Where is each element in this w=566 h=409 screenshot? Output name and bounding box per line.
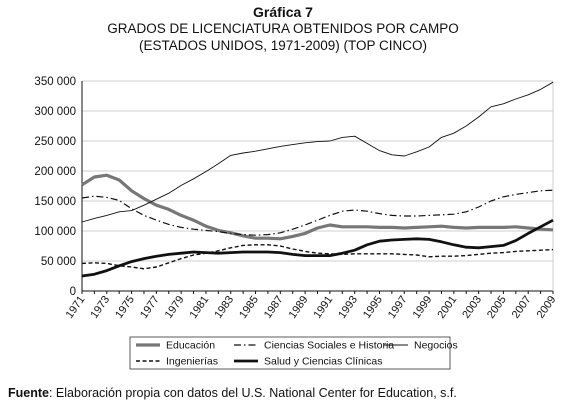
y-tick-label: 350 000 — [34, 76, 76, 88]
y-tick-label: 300 000 — [34, 106, 76, 118]
x-tick-label: 2009 — [535, 294, 559, 321]
x-tick-label: 1999 — [411, 294, 435, 321]
legend-label: Negocios — [414, 340, 458, 352]
x-tick-label: 1987 — [262, 294, 286, 321]
legend-box — [129, 336, 451, 370]
x-tick-label: 1989 — [287, 294, 311, 321]
gridlines — [81, 80, 554, 292]
y-axis-tick-labels: 0 50 000 100 000 150 000 200 000 250 000 300 0… — [34, 76, 76, 298]
chart-title-line-2: (ESTADOS UNIDOS, 1971-2009) (TOP CINCO) — [138, 38, 428, 53]
y-tick-label: 50 000 — [41, 256, 76, 268]
x-tick-label: 1977 — [138, 294, 162, 321]
x-tick-label: 1983 — [212, 294, 236, 321]
y-tick-label: 100 000 — [34, 226, 76, 238]
source-text: : Elaboración propia con datos del U.S. … — [48, 386, 457, 400]
legend-label: Ciencias Sociales e Historia — [264, 340, 394, 352]
x-axis-tick-labels: 1971 1973 1975 1977 1979 1981 1983 1985 1987 1989… — [64, 291, 559, 321]
x-tick-label: 2005 — [485, 294, 509, 321]
x-tick-label: 1975 — [113, 294, 137, 321]
x-tick-label: 1997 — [386, 294, 410, 321]
source-note: Fuente: Elaboración propia con datos del… — [8, 386, 457, 400]
x-tick-label: 1973 — [88, 294, 112, 321]
legend: Educación Ciencias Sociales e Historia Neg… — [129, 336, 458, 370]
y-tick-label: 200 000 — [34, 166, 76, 178]
source-label: Fuente — [8, 386, 49, 400]
series-line-negocios — [81, 81, 554, 223]
data-series — [81, 81, 554, 278]
x-tick-label: 1971 — [64, 294, 88, 321]
x-tick-label: 1979 — [163, 294, 187, 321]
y-tick-label: 150 000 — [34, 196, 76, 208]
x-tick-label: 2003 — [460, 294, 484, 321]
x-tick-label: 1991 — [311, 294, 335, 321]
x-tick-label: 1985 — [237, 294, 261, 321]
y-tick-label: 0 — [70, 286, 76, 298]
legend-label: Ingenierías — [166, 356, 218, 368]
y-tick-label: 250 000 — [34, 136, 76, 148]
series-line-salud-y-ciencias-cl-nicas — [81, 218, 554, 278]
series-line-educaci-n — [81, 173, 554, 241]
x-tick-label: 2001 — [435, 294, 459, 321]
legend-label: Educación — [166, 340, 215, 352]
legend-label: Salud y Ciencias Clínicas — [264, 356, 382, 368]
x-tick-label: 2007 — [510, 294, 534, 321]
x-tick-label: 1993 — [336, 294, 360, 321]
figure-number: Gráfica 7 — [253, 4, 313, 20]
x-tick-label: 1995 — [361, 294, 385, 321]
x-tick-label: 1981 — [188, 294, 212, 321]
chart-title-line-1: GRADOS DE LICENCIATURA OBTENIDOS POR CAM… — [107, 21, 459, 36]
series-line-ingenier-as — [81, 244, 554, 270]
